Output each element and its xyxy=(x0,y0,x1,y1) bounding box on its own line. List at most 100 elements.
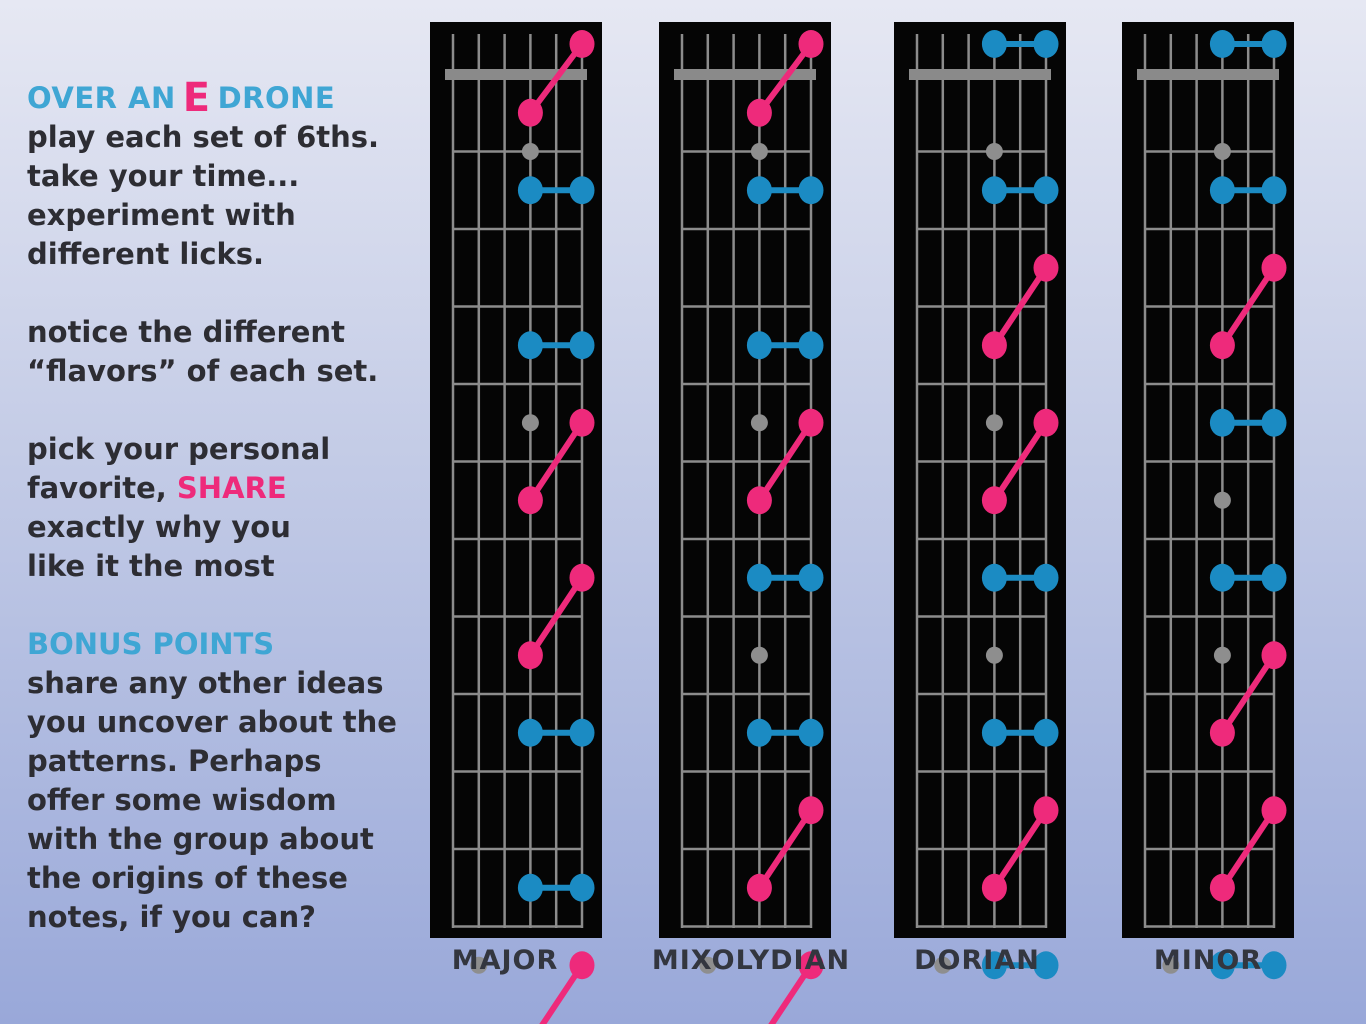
label-minor: MINOR xyxy=(1153,945,1263,976)
sixth-interval-pink xyxy=(981,408,1059,515)
interval-connector xyxy=(1219,264,1277,349)
note-dot xyxy=(746,718,772,747)
sixth-interval-pink xyxy=(981,253,1059,360)
sixth-interval-blue xyxy=(746,563,824,592)
instruction-line: experiment with xyxy=(27,198,296,232)
note-dot xyxy=(1209,30,1235,58)
fret-inlay-dot xyxy=(1213,143,1231,160)
note-dot xyxy=(798,718,824,747)
fretboard-minor xyxy=(1122,22,1294,980)
note-dot xyxy=(1209,718,1235,747)
note-dot xyxy=(981,563,1007,592)
note-dot xyxy=(1261,951,1287,980)
note-dot xyxy=(569,718,595,747)
sixth-interval-blue xyxy=(746,176,824,205)
bonus-line: patterns. Perhaps xyxy=(27,744,322,778)
sixth-interval-pink xyxy=(1209,641,1287,747)
fretboard-body xyxy=(1122,22,1294,938)
note-dot xyxy=(981,176,1007,205)
interval-connector xyxy=(991,807,1049,891)
interval-connector xyxy=(756,41,814,116)
instruction-line: like it the most xyxy=(27,549,275,583)
sixth-interval-blue xyxy=(981,563,1059,592)
note-dot xyxy=(746,486,772,515)
note-dot xyxy=(1209,951,1235,980)
headline-prefix: OVER AN xyxy=(27,81,176,115)
bonus-line: the origins of these xyxy=(27,861,348,895)
instructions-panel: OVER AN E DRONE play each set of 6ths. t… xyxy=(27,78,417,937)
sixth-interval-blue xyxy=(1209,408,1287,437)
interval-connector xyxy=(1219,652,1277,736)
note-dot xyxy=(1261,641,1287,670)
interval-connector xyxy=(991,264,1049,349)
fret-inlay-dot xyxy=(1213,491,1231,509)
fret-inlay-dot xyxy=(1162,956,1180,974)
fret-inlay-dot xyxy=(470,956,488,974)
sixth-interval-blue xyxy=(1209,563,1287,592)
drone-key-letter: E xyxy=(182,75,211,121)
note-dot xyxy=(746,331,772,360)
note-dot xyxy=(746,98,772,127)
sixth-interval-pink xyxy=(1209,796,1287,902)
note-dot xyxy=(1261,176,1287,205)
note-dot xyxy=(1033,253,1059,282)
note-dot xyxy=(569,563,595,592)
fret-inlay-dot xyxy=(521,414,539,432)
label-dorian: DORIAN xyxy=(914,945,1040,976)
note-dot xyxy=(981,718,1007,747)
pick-prefix: favorite, xyxy=(27,471,167,505)
note-dot xyxy=(1209,873,1235,902)
note-dot xyxy=(798,563,824,592)
bonus-line: notes, if you can? xyxy=(27,900,316,934)
note-dot xyxy=(1033,408,1059,437)
note-dot xyxy=(1033,176,1059,205)
instruction-line: take your time... xyxy=(27,159,300,193)
sixth-interval-pink xyxy=(746,408,824,515)
fretboard-body xyxy=(659,22,831,938)
sixth-interval-pink xyxy=(981,796,1059,902)
note-dot xyxy=(517,873,543,902)
note-dot xyxy=(569,951,595,980)
sixth-interval-pink xyxy=(1209,253,1287,360)
note-dot xyxy=(798,30,824,58)
sixth-interval-pink xyxy=(746,30,824,127)
nut xyxy=(674,69,816,80)
fret-inlay-dot xyxy=(934,956,952,974)
note-dot xyxy=(517,486,543,515)
instruction-line: different licks. xyxy=(27,237,265,271)
fret-inlay-dot xyxy=(985,143,1003,160)
note-dot xyxy=(981,30,1007,58)
note-dot xyxy=(746,873,772,902)
note-dot xyxy=(569,30,595,58)
note-dot xyxy=(981,873,1007,902)
sixth-interval-pink xyxy=(517,30,595,127)
fret-inlay-dot xyxy=(750,646,768,664)
instruction-line: pick your personal xyxy=(27,432,331,466)
note-dot xyxy=(1033,30,1059,58)
note-dot xyxy=(1261,563,1287,592)
sixth-interval-blue xyxy=(1209,30,1287,58)
note-dot xyxy=(1261,253,1287,282)
note-dot xyxy=(1261,30,1287,58)
note-dot xyxy=(798,331,824,360)
note-dot xyxy=(1209,408,1235,437)
interval-connector xyxy=(1219,807,1277,891)
sixth-interval-pink xyxy=(539,951,595,1024)
fretboard-body xyxy=(894,22,1066,938)
note-dot xyxy=(1033,563,1059,592)
headline: OVER AN E DRONE xyxy=(27,78,417,118)
note-dot xyxy=(981,331,1007,360)
share-highlight: SHARE xyxy=(176,471,287,505)
instruction-line: favorite, SHARE xyxy=(27,469,417,508)
interval-connector xyxy=(527,41,585,116)
note-dot xyxy=(798,951,824,980)
label-major: MAJOR xyxy=(451,945,559,976)
fret-inlay-dot xyxy=(750,143,768,160)
note-dot xyxy=(798,796,824,825)
instruction-line: “flavors” of each set. xyxy=(27,354,379,388)
sixth-interval-blue xyxy=(517,718,595,747)
label-mixolydian: MIXOLYDIAN xyxy=(651,945,851,976)
fret-inlay-dot xyxy=(521,143,539,160)
sixth-interval-blue xyxy=(981,951,1059,980)
fret-inlay-dot xyxy=(1213,646,1231,664)
